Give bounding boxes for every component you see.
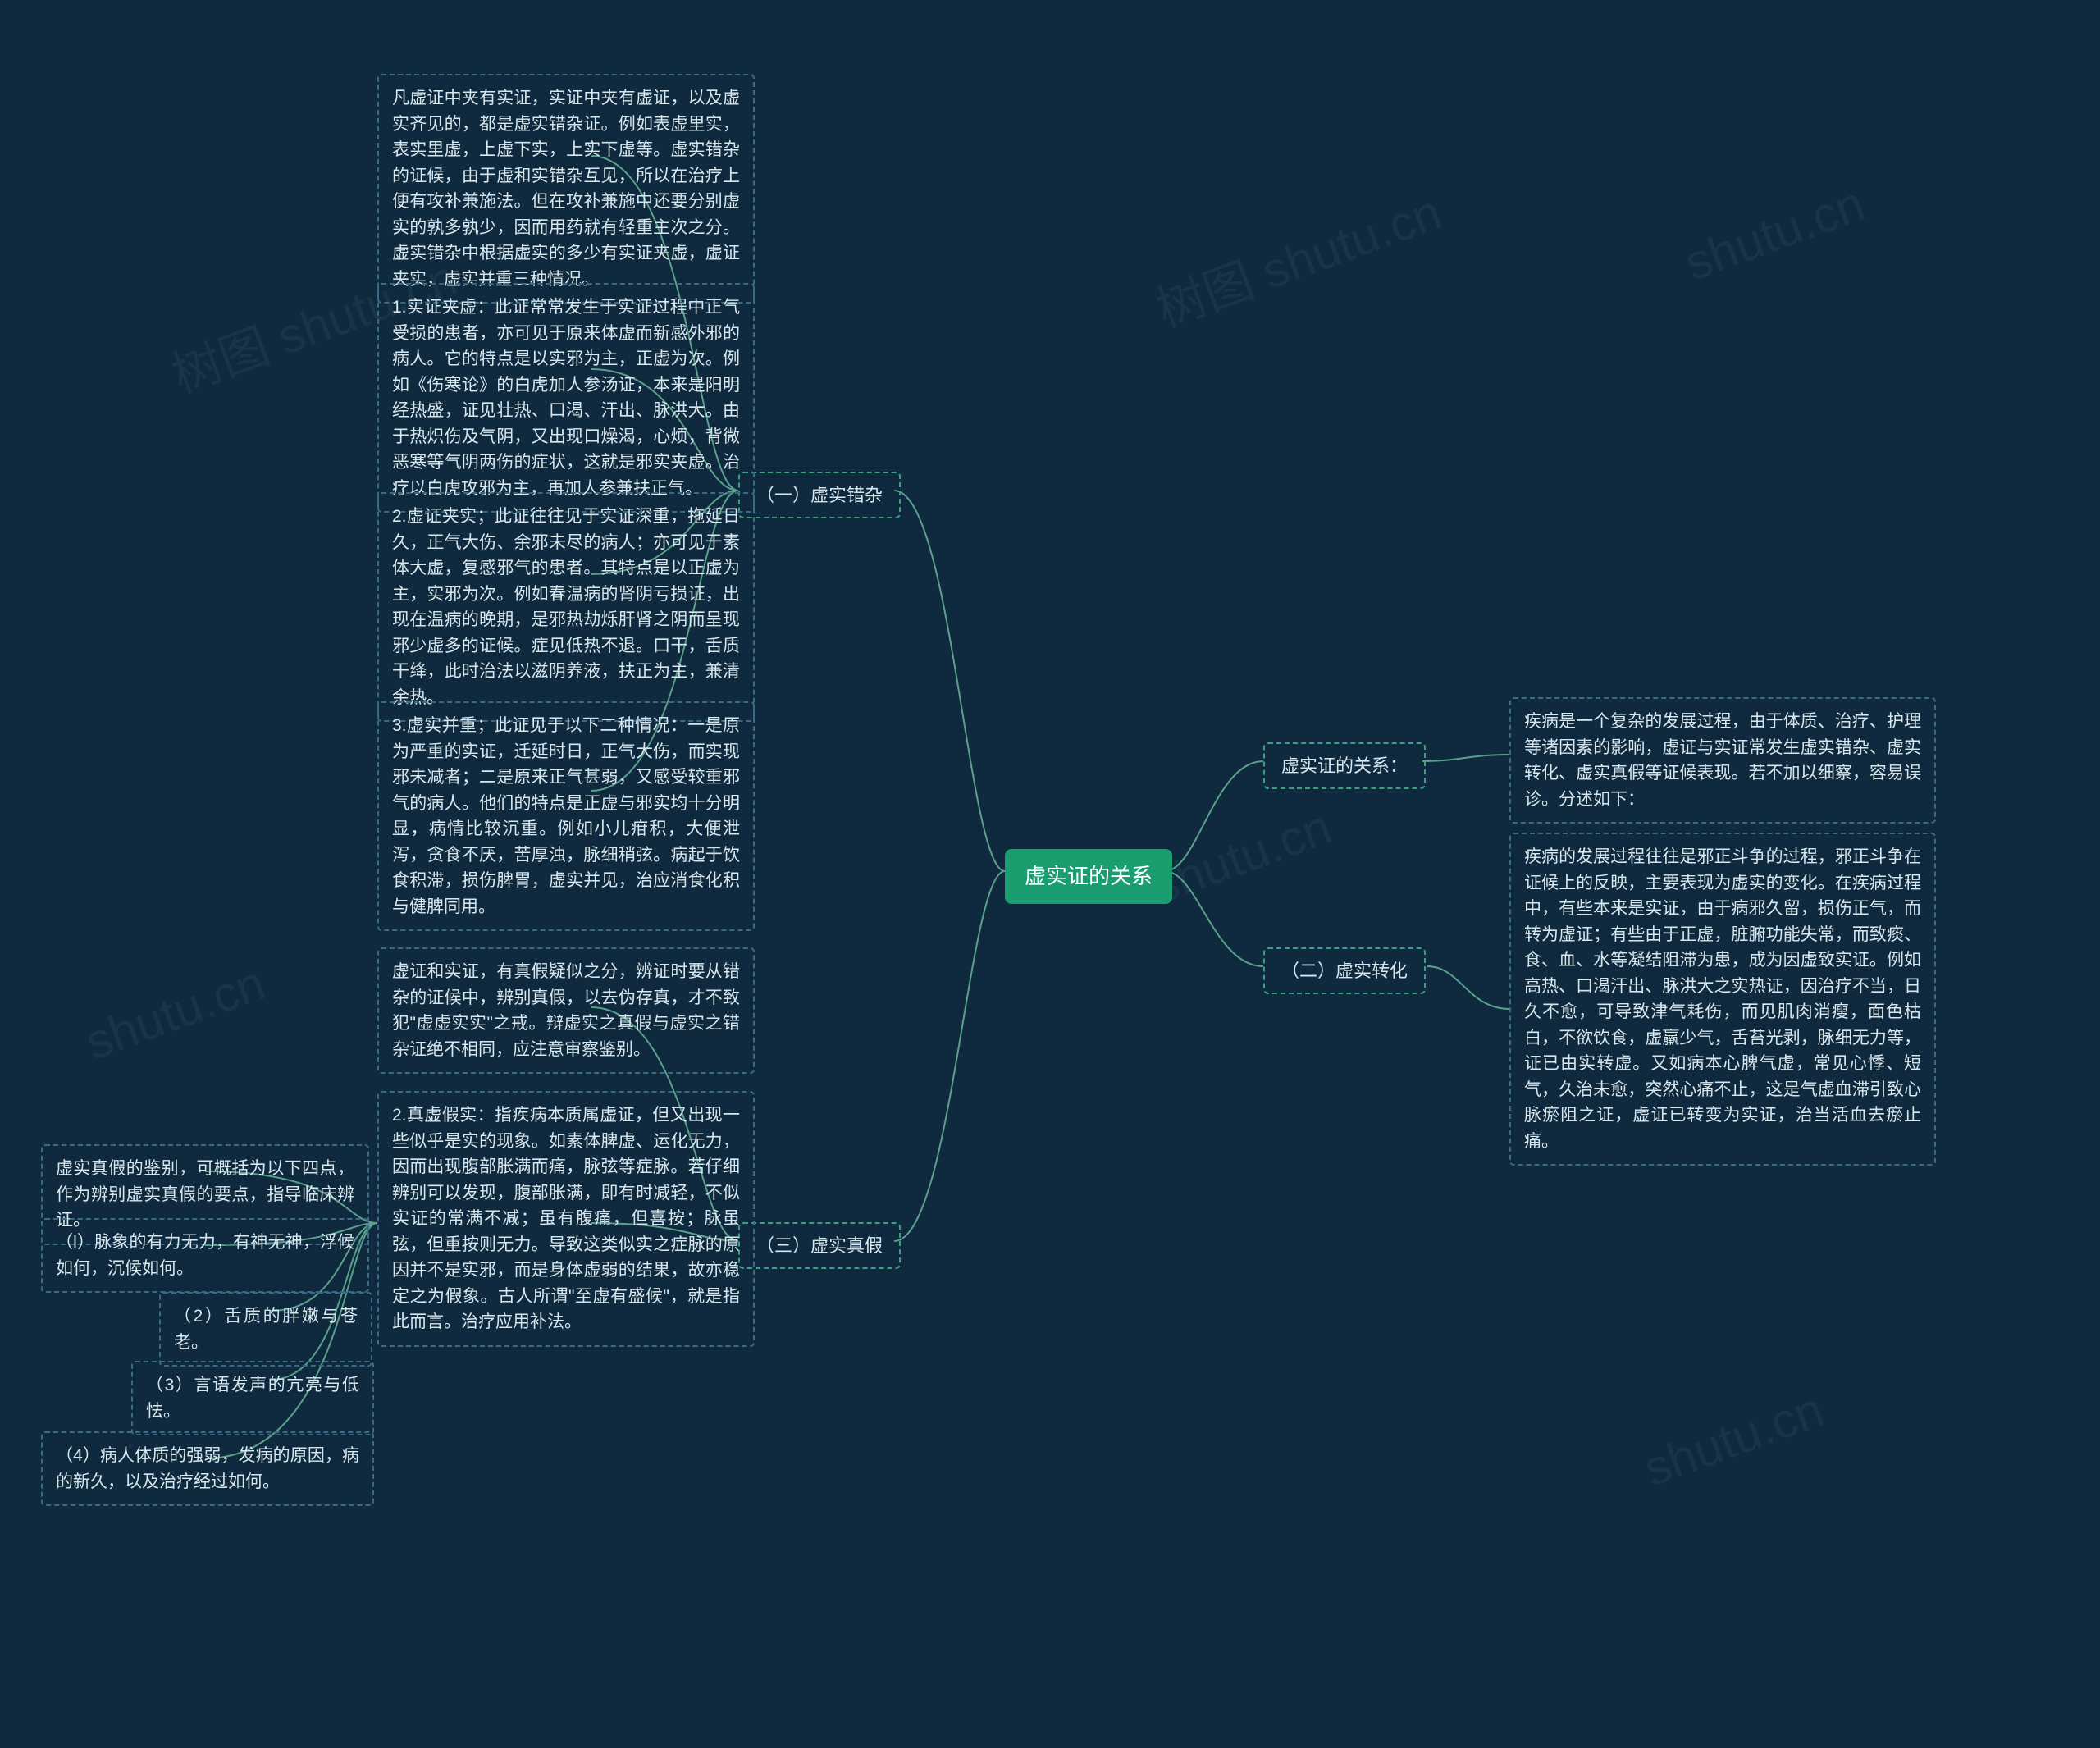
watermark: shutu.cn: [1637, 1381, 1831, 1497]
left-node-mixed: （一）虚实错杂: [738, 472, 901, 518]
left-leaf-tf-2: 2.真虚假实：指疾病本质属虚证，但又出现一些似乎是实的现象。如素体脾虚、运化无力…: [377, 1091, 755, 1347]
left-sub-2: （2）舌质的胖嫩与苍老。: [159, 1292, 372, 1367]
watermark: shutu.cn: [1144, 798, 1339, 915]
left-leaf-mixed-3: 2.虚证夹实；此证往往见于实证深重，拖延日久，正气大伤、余邪未尽的病人；亦可见于…: [377, 492, 755, 722]
center-node: 虚实证的关系: [1005, 849, 1172, 904]
left-leaf-mixed-2: 1.实证夹虚：此证常常发生于实证过程中正气受损的患者，亦可见于原来体虚而新感外邪…: [377, 283, 755, 513]
right-leaf-relation: 疾病是一个复杂的发展过程，由于体质、治疗、护理等诸因素的影响，虚证与实证常发生虚…: [1509, 697, 1936, 824]
watermark: shutu.cn: [78, 954, 272, 1070]
right-node-transform: （二）虚实转化: [1263, 947, 1426, 994]
left-node-truefalse: （三）虚实真假: [738, 1222, 901, 1269]
watermark: shutu.cn: [1678, 175, 1872, 291]
left-leaf-mixed-1: 凡虚证中夹有实证，实证中夹有虚证，以及虚实齐见的，都是虚实错杂证。例如表虚里实，…: [377, 74, 755, 304]
left-sub-3: （3）言语发声的亢亮与低怯。: [131, 1361, 374, 1435]
right-node-relation: 虚实证的关系：: [1263, 742, 1426, 789]
right-leaf-transform: 疾病的发展过程往往是邪正斗争的过程，邪正斗争在证候上的反映，主要表现为虚实的变化…: [1509, 833, 1936, 1166]
left-leaf-mixed-4: 3.虚实并重；此证见于以下二种情况：一是原为严重的实证，迁延时日，正气大伤，而实…: [377, 701, 755, 931]
left-sub-4: （4）病人体质的强弱，发病的原因，病的新久，以及治疗经过如何。: [41, 1431, 374, 1506]
watermark: 树图 shutu.cn: [1145, 172, 1449, 341]
left-sub-1: （l）脉象的有力无力，有神无神，浮候如何，沉候如何。: [41, 1218, 369, 1293]
left-leaf-tf-1: 虚证和实证，有真假疑似之分，辨证时要从错杂的证候中，辨别真假，以去伪存真，才不致…: [377, 947, 755, 1074]
